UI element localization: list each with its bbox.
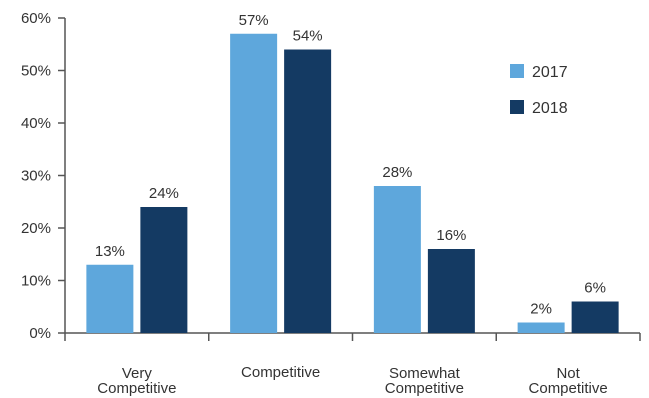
data-label: 57% — [239, 12, 269, 29]
y-tick-label: 30% — [21, 168, 51, 185]
bar-2018-2 — [427, 249, 475, 333]
legend-label: 2018 — [532, 100, 568, 117]
legend-label: 2017 — [532, 64, 568, 81]
bar-2017-1 — [230, 33, 278, 333]
x-category-label: Competitive — [97, 380, 176, 397]
bar-2017-2 — [373, 186, 421, 333]
bar-2018-0 — [140, 207, 188, 333]
legend-swatch-2018 — [510, 100, 524, 114]
x-category-label: Competitive — [529, 380, 608, 397]
y-tick-label: 10% — [21, 273, 51, 290]
y-tick-label: 50% — [21, 63, 51, 80]
x-category-label: Somewhat — [389, 365, 461, 382]
bars: 13% 57% 28% 2% 24% 54% 16% 6% — [86, 12, 619, 333]
y-tick-label: 40% — [21, 115, 51, 132]
data-label: 28% — [382, 164, 412, 181]
y-axis: 0% 10% 20% 30% 40% 50% 60% — [21, 10, 66, 342]
data-label: 13% — [95, 243, 125, 260]
y-tick-label: 20% — [21, 220, 51, 237]
y-tick-label: 0% — [29, 325, 51, 342]
legend-swatch-2017 — [510, 64, 524, 78]
x-category-label: Not — [556, 365, 580, 382]
data-label: 54% — [293, 28, 323, 45]
data-label: 6% — [584, 280, 606, 297]
legend: 2017 2018 — [510, 64, 568, 117]
data-label: 24% — [149, 185, 179, 202]
data-label: 2% — [530, 301, 552, 318]
bar-2017-0 — [86, 264, 134, 333]
bar-2018-3 — [571, 301, 619, 333]
bar-2018-1 — [284, 49, 332, 333]
x-category-label: Competitive — [385, 380, 464, 397]
y-tick-label: 60% — [21, 10, 51, 27]
data-label: 16% — [436, 227, 466, 244]
x-category-label: Very — [122, 365, 153, 382]
x-category-label: Competitive — [241, 364, 320, 381]
bar-2017-3 — [517, 322, 565, 333]
